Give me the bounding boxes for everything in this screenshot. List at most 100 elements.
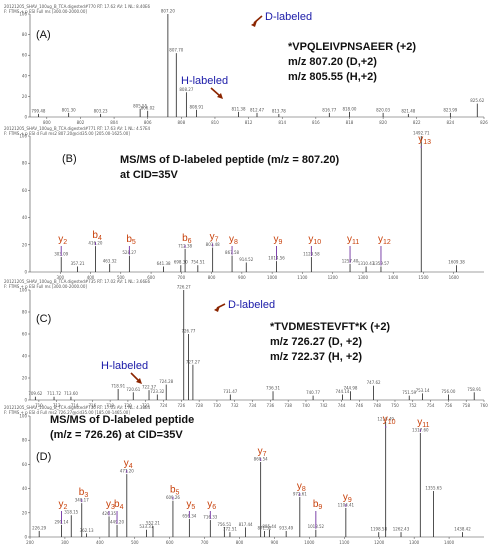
x-tick-label-d: 900 bbox=[271, 540, 279, 545]
x-tick-label-c: 738 bbox=[284, 403, 292, 408]
x-tick-label-c: 758 bbox=[462, 403, 470, 408]
fragment-label-b: y8 bbox=[229, 234, 238, 246]
x-tick-label-a: 818 bbox=[346, 120, 354, 125]
x-tick-label-d: 800 bbox=[236, 540, 244, 545]
d-labeled-label-c: D-labeled bbox=[228, 299, 275, 311]
fragment-label-d: y7 bbox=[258, 446, 267, 458]
y-tick-label-c: 0 bbox=[24, 398, 27, 403]
peak-label-b: 1609.38 bbox=[448, 260, 465, 265]
fragment-label-b: b6 bbox=[182, 233, 192, 245]
fragment-label-d: y8 bbox=[297, 481, 306, 493]
d-arrowhead-a bbox=[251, 21, 257, 27]
fragment-label-d: y3 bbox=[106, 499, 115, 511]
x-tick-label-a: 816 bbox=[312, 120, 320, 125]
peak-label-b: 641.38 bbox=[157, 261, 171, 266]
x-tick-label-d: 1400 bbox=[444, 540, 455, 545]
fragment-label-b: y9 bbox=[274, 234, 283, 246]
h-arrowhead-c bbox=[136, 378, 142, 384]
x-tick-label-c: 736 bbox=[267, 403, 275, 408]
y-tick-label-c: 80 bbox=[22, 310, 28, 315]
peak-label-a: 803.23 bbox=[94, 108, 108, 113]
x-tick-label-b: 1300 bbox=[358, 275, 369, 280]
peak-label-b: 357.21 bbox=[71, 261, 85, 266]
d-arrow-a bbox=[253, 15, 263, 24]
peak-label-d: 226.29 bbox=[32, 525, 46, 530]
annotation-a: m/z 807.20 (D,+2) bbox=[288, 56, 377, 68]
d-arrowhead-c bbox=[214, 306, 220, 312]
fragment-label-d: y10 bbox=[383, 414, 396, 426]
x-tick-label-c: 720 bbox=[124, 403, 132, 408]
peak-label-c: 740.77 bbox=[306, 390, 320, 395]
x-tick-label-d: 1100 bbox=[339, 540, 350, 545]
peak-label-a: 808.27 bbox=[179, 87, 193, 92]
h-arrow-c bbox=[130, 372, 140, 382]
d-labeled-label-a: D-labeled bbox=[265, 11, 312, 23]
y-tick-label-a: 40 bbox=[22, 73, 28, 78]
peak-label-c: 753.14 bbox=[416, 388, 430, 393]
header-line-d: F: FTMS + p ESI d Full ms2 726.27@cid35.… bbox=[4, 410, 130, 415]
peak-label-a: 813.78 bbox=[272, 108, 286, 113]
peak-label-a: 823.99 bbox=[443, 107, 457, 112]
x-tick-label-a: 802 bbox=[77, 120, 85, 125]
x-tick-label-c: 724 bbox=[160, 403, 168, 408]
peak-label-c: 724.28 bbox=[159, 379, 173, 384]
panel-label-c: (C) bbox=[36, 313, 51, 325]
x-tick-label-c: 744 bbox=[338, 403, 346, 408]
peak-label-d: 362.13 bbox=[80, 528, 94, 533]
peak-label-a: 816.77 bbox=[322, 107, 336, 112]
header-line-b: 20121205_SHAV_100ug_B_TCA.digested#771 R… bbox=[4, 126, 151, 131]
header-line-b: F: FTMS + p ESI d Full ms2 807.20@cid35.… bbox=[4, 131, 130, 136]
fragment-label-d: y6 bbox=[207, 499, 216, 511]
x-tick-label-b: 900 bbox=[238, 275, 246, 280]
peak-label-d: 1218.49 bbox=[377, 417, 394, 422]
peak-label-c: 722.37 bbox=[142, 385, 156, 390]
peak-label-a: 825.62 bbox=[470, 98, 484, 103]
header-line-a: 20121205_SHAV_100ug_B_TCA.digested#770 R… bbox=[4, 4, 151, 9]
peak-label-b: 463.32 bbox=[103, 258, 117, 263]
peak-label-d: 756.51 bbox=[217, 522, 231, 527]
x-tick-label-a: 810 bbox=[211, 120, 219, 125]
x-tick-label-c: 754 bbox=[427, 403, 435, 408]
peak-label-c: 718.91 bbox=[111, 384, 125, 389]
y-tick-label-b: 40 bbox=[22, 215, 28, 220]
y-tick-label-b: 20 bbox=[22, 242, 28, 247]
peak-label-d: 1262.43 bbox=[393, 527, 410, 532]
fragment-label-b: y12 bbox=[378, 234, 391, 246]
x-tick-label-a: 806 bbox=[144, 120, 152, 125]
x-tick-label-d: 1300 bbox=[409, 540, 420, 545]
peak-label-a: 808.91 bbox=[189, 104, 203, 109]
x-tick-label-a: 800 bbox=[43, 120, 51, 125]
peak-label-d: 772.51 bbox=[223, 527, 237, 532]
x-tick-label-b: 300 bbox=[56, 275, 64, 280]
x-tick-label-c: 742 bbox=[320, 403, 328, 408]
fragment-label-d: y9 bbox=[343, 492, 352, 504]
peak-label-a: 801.30 bbox=[62, 107, 76, 112]
fragment-label-d: y4 bbox=[124, 458, 133, 470]
peak-label-a: 821.48 bbox=[401, 108, 415, 113]
fragment-label-b: y7 bbox=[210, 232, 219, 244]
x-tick-label-c: 750 bbox=[391, 403, 399, 408]
x-tick-label-a: 824 bbox=[447, 120, 455, 125]
h-labeled-label-a: H-labeled bbox=[181, 75, 228, 87]
x-tick-label-c: 732 bbox=[231, 403, 239, 408]
peak-label-c: 744.98 bbox=[343, 386, 357, 391]
x-tick-label-d: 1000 bbox=[304, 540, 315, 545]
panel-label-a: (A) bbox=[36, 29, 51, 41]
peak-label-c: 726.77 bbox=[181, 329, 195, 334]
peak-label-c: 751.59 bbox=[402, 390, 416, 395]
annotation-a: *VPQLEIVPNSAEER (+2) bbox=[288, 41, 416, 53]
y-tick-label-b: 100 bbox=[19, 134, 27, 139]
x-tick-label-c: 718 bbox=[106, 403, 114, 408]
annotation-d: (m/z = 726.26) at CID=35V bbox=[50, 429, 183, 441]
fragment-label-d: y2 bbox=[58, 499, 67, 511]
y-tick-label-a: 0 bbox=[24, 115, 27, 120]
x-tick-label-c: 714 bbox=[71, 403, 79, 408]
peak-label-c: 709.62 bbox=[28, 391, 42, 396]
peak-label-d: 885.44 bbox=[262, 524, 276, 529]
y-tick-label-a: 20 bbox=[22, 94, 28, 99]
annotation-c: m/z 726.27 (D, +2) bbox=[270, 336, 362, 348]
annotation-b: MS/MS of D-labeled peptide (m/z = 807.20… bbox=[120, 154, 339, 166]
panel-label-b: (B) bbox=[62, 153, 77, 165]
